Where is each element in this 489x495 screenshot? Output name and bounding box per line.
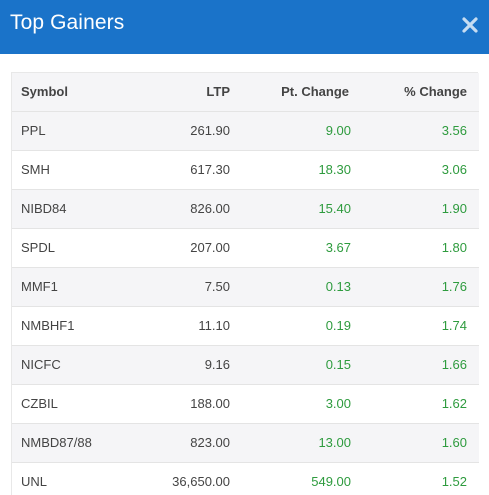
table-row[interactable]: UNL 36,650.00 549.00 1.52	[12, 462, 479, 495]
table-row[interactable]: MMF1 7.50 0.13 1.76	[12, 267, 479, 306]
pct-change-cell: 1.90	[441, 201, 467, 216]
table-row[interactable]: NICFC 9.16 0.15 1.66	[12, 345, 479, 384]
symbol-cell: CZBIL	[21, 396, 58, 411]
symbol-cell: UNL	[21, 474, 48, 490]
pt-change-cell: 549.00	[311, 474, 351, 490]
pct-change-cell: 3.06	[441, 162, 467, 177]
ltp-cell: 826.00	[190, 201, 230, 216]
symbol-cell: NMBD87/88	[21, 435, 92, 450]
symbol-cell: PPL	[21, 123, 46, 138]
pct-change-cell: 1.66	[441, 357, 467, 372]
pct-change-cell: 3.56	[441, 123, 467, 138]
pct-change-cell: 1.76	[441, 279, 467, 294]
modal-title: Top Gainers	[10, 11, 125, 34]
pct-change-cell: 1.74	[441, 318, 467, 333]
pct-change-cell: 1.80	[441, 240, 467, 255]
symbol-cell: SPDL	[21, 240, 55, 255]
table-row[interactable]: NMBHF1 11.10 0.19 1.74	[12, 306, 479, 345]
symbol-cell: MMF1	[21, 279, 58, 294]
ltp-cell: 7.50	[204, 279, 230, 294]
table-row[interactable]: PPL 261.90 9.00 3.56	[12, 111, 479, 150]
table-body: PPL 261.90 9.00 3.56 SMH 617.30 18.30 3.06 NIBD8…	[12, 111, 479, 495]
pt-change-cell: 9.00	[325, 123, 351, 138]
modal-header: Top Gainers	[0, 0, 489, 54]
table-row[interactable]: NIBD84 826.00 15.40 1.90	[12, 189, 479, 228]
ltp-cell: 823.00	[190, 435, 230, 450]
table-header-row: Symbol LTP Pt. Change % Change	[12, 73, 479, 111]
close-icon[interactable]	[462, 17, 478, 33]
ltp-cell: 617.30	[190, 162, 230, 177]
symbol-cell: SMH	[21, 162, 50, 177]
ltp-cell: 36,650.00	[172, 474, 230, 490]
gainers-table-container: Symbol LTP Pt. Change % Change PPL 261.90…	[11, 72, 479, 495]
pt-change-cell: 13.00	[318, 435, 351, 450]
pt-change-cell: 15.40	[318, 201, 351, 216]
symbol-cell: NIBD84	[21, 201, 67, 216]
ltp-cell: 9.16	[204, 357, 230, 372]
pt-change-cell: 0.15	[325, 357, 351, 372]
pt-change-cell: 18.30	[318, 162, 351, 177]
table-row[interactable]: SPDL 207.00 3.67 1.80	[12, 228, 479, 267]
table-row[interactable]: NMBD87/88 823.00 13.00 1.60	[12, 423, 479, 462]
ltp-cell: 261.90	[190, 123, 230, 138]
pt-change-cell: 3.67	[325, 240, 351, 255]
pt-change-cell: 0.13	[325, 279, 351, 294]
column-header-pct-change[interactable]: % Change	[404, 84, 467, 100]
symbol-cell: NICFC	[21, 357, 61, 372]
pct-change-cell: 1.52	[441, 474, 467, 490]
ltp-cell: 11.10	[198, 318, 230, 333]
pt-change-cell: 3.00	[325, 396, 351, 411]
table-row[interactable]: CZBIL 188.00 3.00 1.62	[12, 384, 479, 423]
symbol-cell: NMBHF1	[21, 318, 75, 333]
gainers-table: Symbol LTP Pt. Change % Change PPL 261.90…	[12, 73, 479, 495]
pt-change-cell: 0.19	[325, 318, 351, 333]
pct-change-cell: 1.60	[441, 435, 467, 450]
column-header-pt-change[interactable]: Pt. Change	[281, 84, 349, 100]
close-icon-glyph	[462, 17, 478, 33]
ltp-cell: 207.00	[190, 240, 230, 255]
column-header-symbol[interactable]: Symbol	[21, 84, 68, 100]
column-header-ltp[interactable]: LTP	[206, 84, 230, 100]
pct-change-cell: 1.62	[441, 396, 467, 411]
ltp-cell: 188.00	[190, 396, 230, 411]
table-row[interactable]: SMH 617.30 18.30 3.06	[12, 150, 479, 189]
